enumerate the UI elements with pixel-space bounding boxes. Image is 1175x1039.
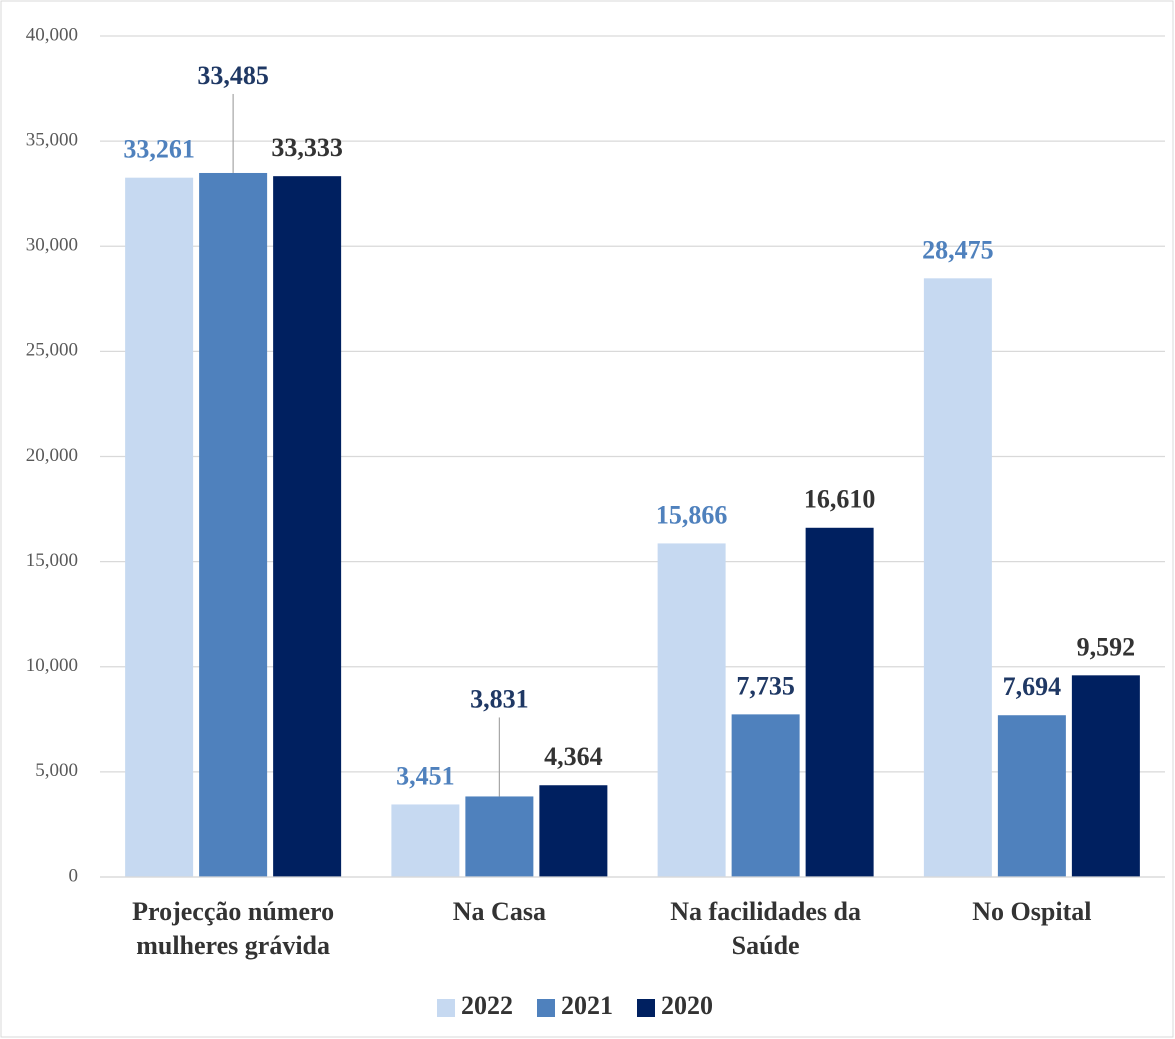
legend-label: 2020 [661, 991, 713, 1020]
data-label: 15,866 [656, 500, 728, 529]
bar [539, 785, 608, 877]
data-label: 33,333 [271, 133, 343, 162]
bar [125, 177, 194, 877]
bar [391, 804, 460, 877]
y-tick-label: 25,000 [26, 340, 78, 361]
x-tick-label: Na facilidades da Saúde [670, 897, 861, 960]
bar [1071, 675, 1140, 877]
y-tick-label: 35,000 [26, 129, 78, 150]
bar [997, 715, 1066, 877]
x-tick-label: Na Casa [452, 897, 546, 926]
data-label: 4,364 [544, 742, 603, 771]
legend-swatch [437, 999, 455, 1017]
data-label: 16,610 [804, 485, 876, 514]
y-tick-label: 5,000 [35, 760, 78, 781]
y-tick-label: 20,000 [26, 445, 78, 466]
bar [805, 527, 874, 877]
x-tick-label: No Ospital [972, 897, 1092, 926]
y-tick-label: 10,000 [26, 655, 78, 676]
y-tick-label: 30,000 [26, 235, 78, 256]
legend-label: 2021 [561, 991, 613, 1020]
y-tick-label: 0 [69, 865, 79, 886]
data-label: 33,261 [123, 135, 195, 164]
legend-swatch [537, 999, 555, 1017]
y-tick-label: 15,000 [26, 550, 78, 571]
legend-label: 2022 [461, 991, 513, 1020]
legend-swatch [637, 999, 655, 1017]
data-label: 9,592 [1077, 632, 1136, 661]
data-label: 7,735 [736, 671, 795, 700]
y-tick-label: 40,000 [26, 24, 78, 45]
data-label: 3,451 [396, 761, 455, 790]
data-label: 3,831 [470, 684, 529, 713]
data-label: 7,694 [1003, 672, 1062, 701]
bar [923, 278, 992, 877]
bar [273, 176, 342, 877]
bar [199, 172, 268, 877]
data-label: 33,485 [197, 61, 269, 90]
x-tick-label: Projecção número mulheres grávida [132, 897, 335, 960]
bar [465, 796, 534, 877]
data-label: 28,475 [922, 235, 994, 264]
bar [731, 714, 800, 877]
bar [657, 543, 726, 877]
